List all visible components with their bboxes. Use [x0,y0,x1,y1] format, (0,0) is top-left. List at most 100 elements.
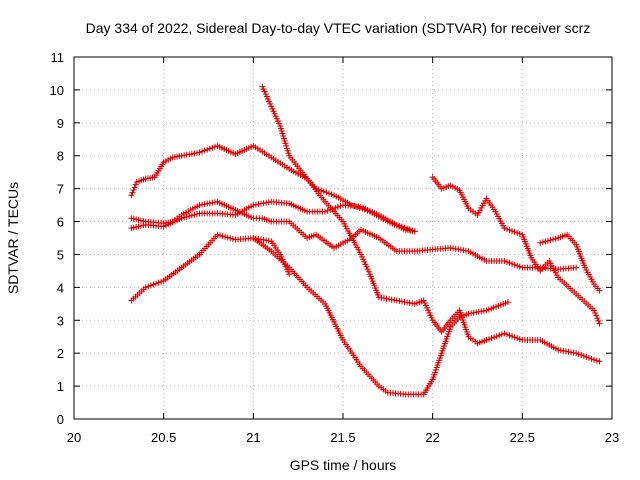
data-point [217,232,224,239]
data-point [594,315,601,322]
data-point [588,355,595,362]
series-track-7 [429,174,603,327]
data-point [514,335,521,342]
data-point [201,147,208,154]
data-point [396,222,403,229]
data-point [511,261,518,268]
data-point [537,239,544,246]
data-point [337,203,344,210]
data-point [131,184,138,191]
data-point [503,331,510,338]
data-point [401,224,408,231]
data-point [593,312,600,319]
data-point [406,226,413,233]
data-point [318,187,325,194]
data-point [506,259,513,266]
y-tick-label: 2 [57,346,64,361]
data-point [209,144,216,151]
data-point [542,238,549,245]
data-point [191,211,198,218]
data-point [219,233,226,240]
y-tick-label: 11 [51,50,65,65]
data-point [325,190,332,197]
data-point [488,335,495,342]
x-axis-label: GPS time / hours [290,457,397,473]
series-track-8 [537,231,603,294]
data-point [393,221,400,228]
y-tick-labels: 0 1 2 3 4 5 6 7 8 9 10 11 [50,50,64,427]
series-track-4 [128,231,293,304]
series-track-3 [128,198,418,235]
data-point [595,317,602,324]
data-point [158,278,165,285]
data-point [539,239,546,246]
data-point [573,264,580,271]
series-track-5 [250,235,511,398]
data-point [152,280,159,287]
data-point [155,279,162,286]
data-point [573,350,580,357]
data-point [511,228,518,235]
data-point [596,358,603,365]
data-point [199,148,206,155]
series-track-2 [128,198,580,273]
y-tick-label: 6 [57,215,64,230]
y-tick-label: 8 [57,149,64,164]
x-tick-label: 23 [605,430,619,445]
series-track-6 [259,83,603,365]
y-tick-label: 5 [57,247,64,262]
data-point [204,146,211,153]
data-point [227,235,234,242]
data-point [578,352,585,359]
data-point [506,332,513,339]
data-point [503,258,510,265]
y-tick-label: 9 [57,116,64,131]
data-point [130,186,137,193]
data-point [323,189,330,196]
data-point [229,235,236,242]
data-point [585,354,592,361]
data-point [503,226,510,233]
data-point [498,331,505,338]
data-point [550,236,557,243]
x-tick-label: 22.5 [510,430,535,445]
data-point [501,225,508,232]
y-tick-label: 0 [57,412,64,427]
data-point [224,234,231,241]
data-point [514,262,521,269]
data-point [486,336,493,343]
data-point [506,227,513,234]
data-point [145,283,152,290]
x-tick-label: 21 [246,430,260,445]
data-point [142,284,149,291]
data-point [516,230,523,237]
chart-title: Day 334 of 2022, Sidereal Day-to-day VTE… [86,20,591,36]
data-point [509,260,516,267]
data-point [222,233,229,240]
y-axis-label: SDTVAR / TECUs [5,182,21,294]
data-point [128,192,135,199]
data-point [516,263,523,270]
data-point [547,237,554,244]
data-point [583,353,590,360]
x-tick-label: 20 [67,430,81,445]
data-point [593,357,600,364]
data-point [501,330,508,337]
data-point [404,225,411,232]
data-point [504,299,511,306]
data-point [132,181,139,188]
data-point [516,336,523,343]
data-point [411,228,418,235]
data-point [193,211,200,218]
grid [74,57,612,419]
data-point [178,215,185,222]
data-point [129,189,136,196]
axis-ticks [73,56,613,420]
x-tick-labels: 20 20.5 21 21.5 22 22.5 23 [67,430,619,445]
data-point [196,149,203,156]
data-point [206,145,213,152]
data-point [398,223,405,230]
data-point [511,334,518,341]
data-point [552,235,559,242]
